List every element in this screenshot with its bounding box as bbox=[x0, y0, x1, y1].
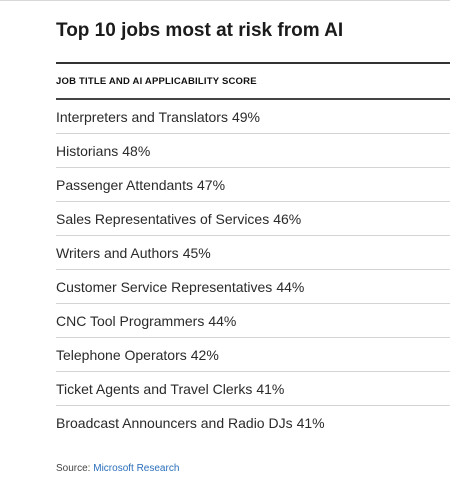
job-title: Telephone Operators bbox=[56, 346, 187, 363]
ai-score: 49% bbox=[231, 108, 261, 125]
ai-score: 42% bbox=[190, 346, 219, 363]
top-divider bbox=[0, 0, 450, 1]
job-title: Interpreters and Translators bbox=[56, 108, 228, 125]
source-link[interactable]: Microsoft Research bbox=[93, 463, 180, 474]
title-divider bbox=[56, 62, 450, 64]
ai-score: 44% bbox=[208, 312, 237, 329]
ai-score: 47% bbox=[197, 176, 226, 193]
table-row: Customer Service Representatives 44% bbox=[56, 270, 450, 304]
column-header: JOB TITLE AND AI APPLICABILITY SCORE bbox=[56, 76, 257, 87]
job-title: Broadcast Announcers and Radio DJs bbox=[56, 415, 293, 431]
table-row: Passenger Attendants 47% bbox=[56, 168, 450, 202]
ai-score: 46% bbox=[273, 210, 302, 227]
job-title: Sales Representatives of Services bbox=[56, 210, 270, 227]
job-title: Writers and Authors bbox=[56, 244, 179, 261]
source-label: Source: bbox=[56, 463, 91, 474]
chart-title: Top 10 jobs most at risk from AI bbox=[56, 20, 344, 41]
ai-score: 41% bbox=[256, 380, 285, 397]
source-note: Source: Microsoft Research bbox=[56, 463, 179, 474]
table-row: CNC Tool Programmers 44% bbox=[56, 304, 450, 338]
table-row: Historians 48% bbox=[56, 134, 450, 168]
job-table: Interpreters and Translators 49% Historia… bbox=[56, 100, 450, 440]
ai-score: 41% bbox=[296, 415, 325, 431]
ai-score: 45% bbox=[182, 244, 211, 261]
ai-score: 44% bbox=[276, 278, 305, 295]
job-title: CNC Tool Programmers bbox=[56, 312, 205, 329]
job-title: Customer Service Representatives bbox=[56, 278, 273, 295]
column-header-divider bbox=[56, 98, 450, 100]
job-title: Passenger Attendants bbox=[56, 176, 193, 193]
table-row: Writers and Authors 45% bbox=[56, 236, 450, 270]
ai-score: 48% bbox=[122, 142, 151, 159]
table-row: Broadcast Announcers and Radio DJs 41% bbox=[56, 406, 450, 440]
job-title: Historians bbox=[56, 142, 119, 159]
table-row: Telephone Operators 42% bbox=[56, 338, 450, 372]
table-row: Ticket Agents and Travel Clerks 41% bbox=[56, 372, 450, 406]
table-row: Interpreters and Translators 49% bbox=[56, 100, 450, 134]
table-row: Sales Representatives of Services 46% bbox=[56, 202, 450, 236]
job-title: Ticket Agents and Travel Clerks bbox=[56, 380, 253, 397]
